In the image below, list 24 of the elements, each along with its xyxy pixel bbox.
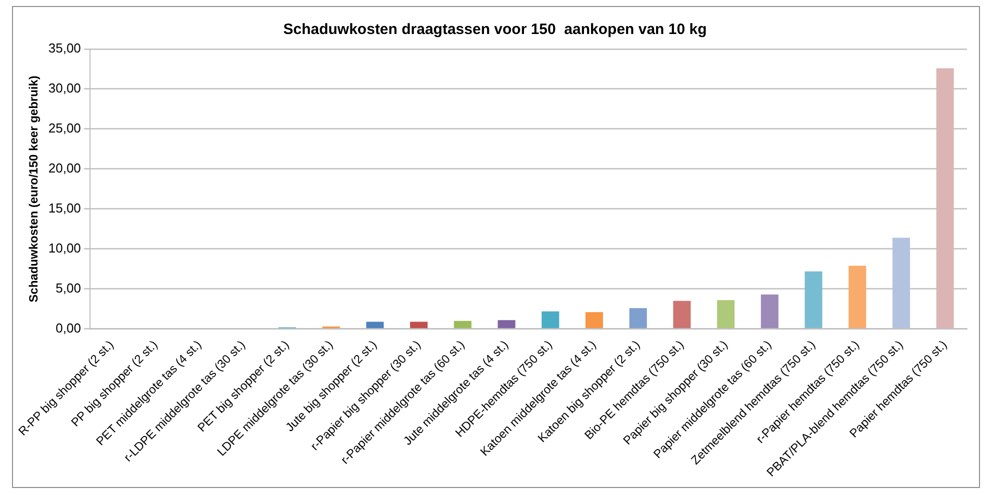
bar (673, 300, 691, 328)
chart-title: Schaduwkosten draagtassen voor 150 aankopen van 10 kg (283, 21, 707, 38)
bar (717, 300, 735, 328)
bar (804, 271, 822, 328)
bar (585, 312, 604, 328)
y-tick-label: 35,00 (48, 40, 81, 56)
bar (366, 322, 384, 328)
y-tick-label: 5,00 (56, 280, 81, 296)
bar (760, 294, 778, 328)
y-tick-label: 0,00 (56, 320, 81, 336)
y-tick-label: 20,00 (48, 160, 81, 176)
bar (454, 320, 472, 328)
y-tick-label: 15,00 (48, 200, 81, 216)
y-tick-label: 30,00 (48, 80, 81, 96)
bar (498, 320, 516, 328)
bar (892, 238, 910, 328)
y-tick-label: 25,00 (48, 120, 81, 136)
y-tick-label: 10,00 (48, 240, 81, 256)
bar (410, 322, 428, 328)
bar (542, 311, 560, 328)
bar (629, 308, 647, 328)
bar (936, 68, 954, 328)
bar (848, 266, 866, 328)
y-axis-title: Schaduwkosten (euro/150 keer gebruik) (26, 76, 41, 302)
